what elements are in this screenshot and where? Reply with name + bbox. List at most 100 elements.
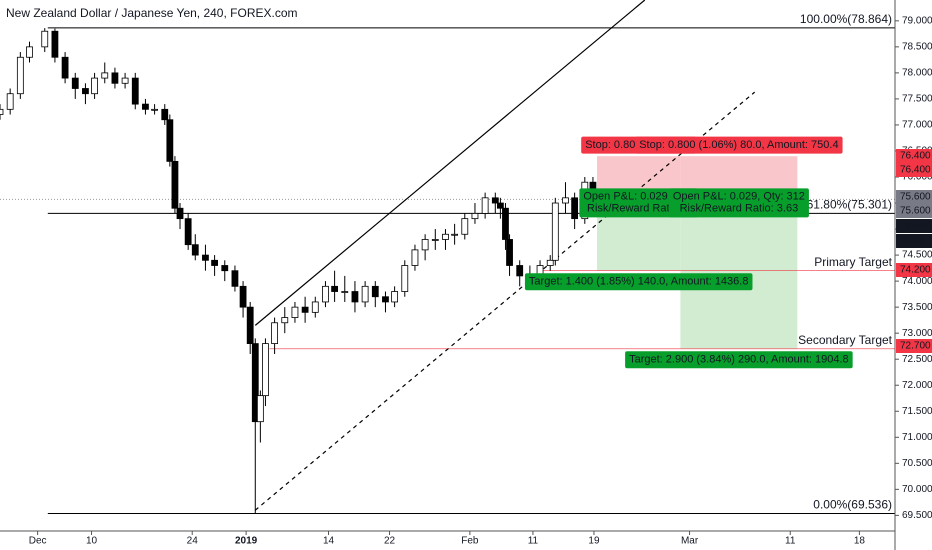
y-tick-label: 72.500 xyxy=(902,354,932,365)
target-label-group: Target: 2.900 (3.84%) 290.0, Amount: 190… xyxy=(625,351,853,369)
candle-body xyxy=(391,291,399,303)
pnl-label: Risk/Reward Ratio: 3.63 xyxy=(680,203,799,215)
candle-body xyxy=(211,259,218,266)
price-tag xyxy=(896,263,932,277)
candle-body xyxy=(516,265,524,277)
candle-body xyxy=(239,285,247,308)
price-tag-label: 76.400 xyxy=(900,165,931,176)
y-tick-label: 78.000 xyxy=(902,68,932,79)
candle-body xyxy=(341,291,349,293)
x-tick-label: Feb xyxy=(461,536,479,547)
candle-body xyxy=(322,285,329,303)
candle-body xyxy=(246,306,254,344)
candle-body xyxy=(61,56,69,79)
candle-body xyxy=(421,239,429,251)
candle-body xyxy=(471,213,479,220)
x-tick-label: Dec xyxy=(29,536,47,547)
price-tag-label: 06:38 xyxy=(900,236,925,247)
candle-body xyxy=(281,317,289,324)
pnl-label-box xyxy=(579,188,699,218)
pnl-label: Risk/Reward Ratio: 1 xyxy=(587,203,690,215)
candle-body xyxy=(502,207,509,240)
candle-body xyxy=(71,77,79,89)
price-tag xyxy=(896,339,932,353)
candle-body xyxy=(271,322,279,344)
pnl-label: Open P&L: 0.029, Qty: 312 xyxy=(673,191,805,203)
price-tag xyxy=(896,204,932,218)
x-tick-label: 19 xyxy=(588,536,600,547)
candle-body xyxy=(562,197,569,204)
candle-body xyxy=(382,296,389,303)
level-label: Secondary Target xyxy=(798,333,893,347)
target-label: Target: 2.900 (3.84%) 290.0, Amount: 190… xyxy=(629,354,849,366)
candle-body xyxy=(202,254,209,261)
candle-body xyxy=(171,160,179,209)
x-tick-label: 10 xyxy=(86,536,98,547)
y-tick-label: 71.500 xyxy=(902,406,932,417)
candle-body xyxy=(256,395,264,423)
candle-body xyxy=(166,119,174,162)
candle-body xyxy=(351,291,359,303)
candle-body xyxy=(431,239,439,241)
price-tag xyxy=(896,163,932,177)
level-label: Primary Target xyxy=(814,255,892,269)
candle-body xyxy=(184,218,192,246)
target-label: Target: 1.400 (1.85%) 140.0, Amount: 143… xyxy=(529,276,749,288)
stop-label-box xyxy=(635,136,843,154)
x-tick-label: 11 xyxy=(528,536,539,547)
candle-body xyxy=(82,88,89,95)
level-label: 0.00%(69.536) xyxy=(813,498,892,512)
candle-body xyxy=(251,343,259,423)
candle-body xyxy=(451,233,459,236)
candle-body xyxy=(291,306,299,318)
candle-body xyxy=(231,270,239,287)
price-tag-label: 76.400 xyxy=(900,151,931,162)
price-tag-label: 75.600 xyxy=(900,206,931,217)
target-label-group: Target: 1.400 (1.85%) 140.0, Amount: 143… xyxy=(524,273,753,291)
candle-body xyxy=(51,30,59,58)
candle-body xyxy=(331,285,339,292)
target-label-box xyxy=(524,273,753,291)
y-tick-label: 73.500 xyxy=(902,302,932,313)
candle-body xyxy=(311,301,319,313)
y-tick-label: 77.000 xyxy=(902,120,932,131)
pnl-label-box xyxy=(668,188,809,218)
candle-body xyxy=(16,56,24,95)
x-tick-label: 2019 xyxy=(235,536,258,547)
x-tick-label: 11 xyxy=(785,536,796,547)
candle-body xyxy=(301,306,309,313)
candle-body xyxy=(121,77,129,84)
candle-body xyxy=(551,202,559,261)
price-tag-label: 74.200 xyxy=(900,265,931,276)
candle-body xyxy=(506,239,513,266)
level-label: 61.80%(75.301) xyxy=(807,198,892,212)
candle-body xyxy=(151,108,158,111)
price-tag xyxy=(896,149,932,163)
y-tick-label: 78.500 xyxy=(902,41,932,52)
price-tag-label: 75.600 xyxy=(900,192,931,203)
level-label: 100.00%(78.864) xyxy=(800,12,892,26)
y-tick-label: 76.000 xyxy=(902,172,932,183)
candle-body xyxy=(161,108,169,121)
pnl-label-group: Open P&L: 0.029, Qty:Risk/Reward Ratio: … xyxy=(579,188,699,218)
y-tick-label: 72.000 xyxy=(902,380,932,391)
candle-body xyxy=(0,108,4,115)
candle-body xyxy=(176,207,184,220)
candle-body xyxy=(91,77,98,95)
candle-body xyxy=(101,72,109,79)
target-label-box xyxy=(625,351,853,369)
price-tag xyxy=(896,219,932,233)
candle-body xyxy=(262,343,269,397)
y-tick-label: 71.000 xyxy=(902,432,932,443)
candle-body xyxy=(442,233,449,240)
candle-body xyxy=(41,30,49,48)
trendline xyxy=(254,91,756,511)
x-tick-label: 18 xyxy=(854,536,866,547)
candle-body xyxy=(546,259,554,266)
y-tick-label: 74.500 xyxy=(902,250,932,261)
candle-body xyxy=(131,77,139,105)
candle-body xyxy=(496,202,504,209)
candle-body xyxy=(371,285,379,298)
